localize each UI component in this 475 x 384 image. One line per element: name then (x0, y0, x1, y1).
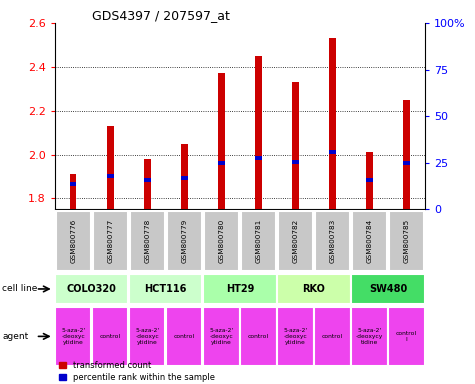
Text: SW480: SW480 (369, 284, 407, 294)
Bar (389, 307, 425, 366)
Text: GSM800776: GSM800776 (70, 219, 76, 263)
Bar (278, 211, 313, 271)
Bar (255, 156, 262, 160)
Bar (93, 211, 128, 271)
Bar (107, 174, 114, 177)
Text: 5-aza-2'
-deoxyc
ytidine: 5-aza-2' -deoxyc ytidine (61, 328, 85, 345)
Bar (315, 211, 350, 271)
Text: control: control (322, 334, 343, 339)
Bar (218, 161, 225, 165)
Bar (352, 307, 388, 366)
Text: 5-aza-2'
-deoxyc
ytidine: 5-aza-2' -deoxyc ytidine (135, 328, 159, 345)
Bar (241, 211, 276, 271)
Text: control
l: control l (396, 331, 417, 342)
Text: 5-aza-2'
-deoxyc
ytidine: 5-aza-2' -deoxyc ytidine (209, 328, 233, 345)
Bar (329, 38, 336, 209)
Text: GSM800777: GSM800777 (107, 219, 113, 263)
Bar (144, 178, 151, 182)
Bar (403, 100, 410, 209)
Text: GSM800783: GSM800783 (330, 219, 335, 263)
Bar (130, 211, 165, 271)
Bar (352, 211, 387, 271)
Bar (203, 274, 276, 304)
Text: HCT116: HCT116 (144, 284, 187, 294)
Text: GSM800778: GSM800778 (144, 219, 150, 263)
Bar (277, 307, 314, 366)
Text: COLO320: COLO320 (66, 284, 117, 294)
Bar (70, 174, 76, 209)
Bar (55, 274, 128, 304)
Bar (204, 211, 239, 271)
Bar (277, 274, 351, 304)
Text: 5-aza-2'
-deoxyc
ytidine: 5-aza-2' -deoxyc ytidine (284, 328, 307, 345)
Bar (240, 307, 276, 366)
Bar (352, 274, 425, 304)
Text: GDS4397 / 207597_at: GDS4397 / 207597_at (92, 9, 229, 22)
Bar (70, 182, 76, 186)
Bar (403, 161, 410, 165)
Bar (166, 307, 202, 366)
Text: GSM800785: GSM800785 (404, 219, 409, 263)
Text: GSM800781: GSM800781 (256, 219, 261, 263)
Bar (129, 274, 202, 304)
Text: RKO: RKO (303, 284, 325, 294)
Bar (292, 82, 299, 209)
Text: GSM800779: GSM800779 (181, 219, 187, 263)
Bar (56, 211, 91, 271)
Bar (181, 176, 188, 180)
Bar (129, 307, 165, 366)
Bar (329, 150, 336, 154)
Bar (218, 73, 225, 209)
Bar (144, 159, 151, 209)
Bar (55, 307, 91, 366)
Text: GSM800784: GSM800784 (367, 219, 372, 263)
Bar (255, 56, 262, 209)
Bar (203, 307, 239, 366)
Bar (181, 144, 188, 209)
Text: 5-aza-2'
-deoxycy
tidine: 5-aza-2' -deoxycy tidine (356, 328, 383, 345)
Text: HT29: HT29 (226, 284, 254, 294)
Text: control: control (248, 334, 269, 339)
Bar (366, 178, 373, 182)
Text: cell line: cell line (2, 285, 38, 293)
Text: control: control (100, 334, 121, 339)
Legend: transformed count, percentile rank within the sample: transformed count, percentile rank withi… (59, 361, 215, 382)
Text: control: control (174, 334, 195, 339)
Bar (366, 152, 373, 209)
Bar (389, 211, 424, 271)
Bar (292, 161, 299, 164)
Bar (92, 307, 128, 366)
Text: GSM800780: GSM800780 (218, 219, 224, 263)
Bar (167, 211, 202, 271)
Bar (314, 307, 351, 366)
Text: GSM800782: GSM800782 (293, 219, 298, 263)
Text: agent: agent (2, 332, 28, 341)
Bar (107, 126, 114, 209)
